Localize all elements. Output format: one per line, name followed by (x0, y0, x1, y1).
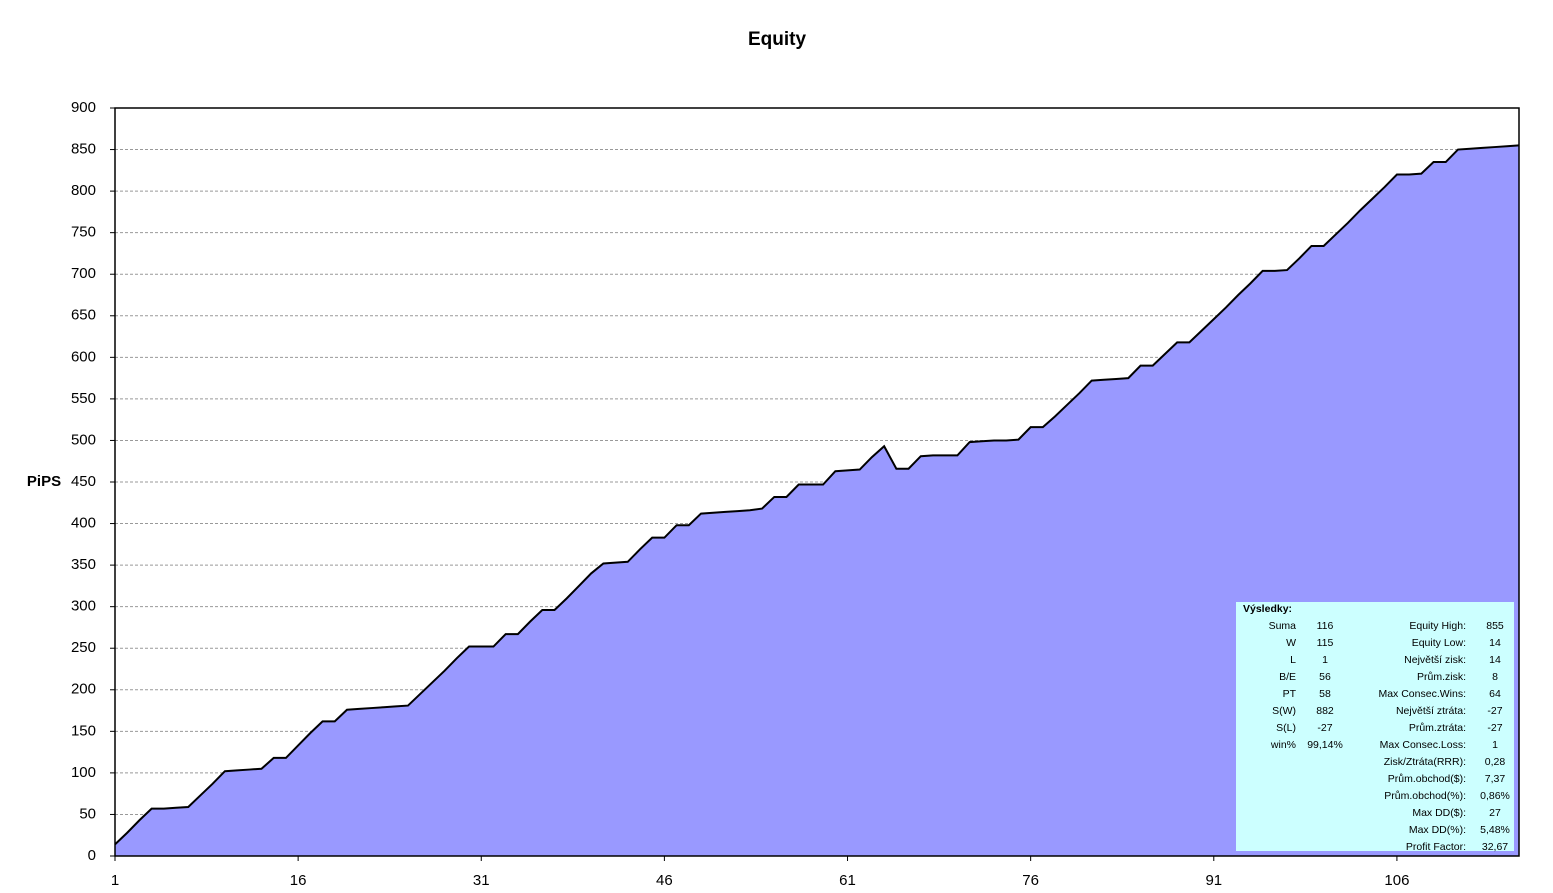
y-tick-label: 200 (71, 681, 96, 698)
y-tick-label: 350 (71, 556, 96, 573)
stat-value: 855 (1486, 620, 1504, 632)
stat-value: 115 (1317, 637, 1334, 649)
stat-value: -27 (1487, 722, 1502, 734)
y-tick-label: 800 (71, 182, 96, 199)
stat-value: 32,67 (1482, 841, 1508, 853)
stat-label: Equity High: (1409, 620, 1466, 632)
x-tick-label: 31 (473, 872, 490, 889)
stat-value: 99,14% (1307, 739, 1343, 751)
y-tick-label: 450 (71, 473, 96, 490)
x-tick-label: 16 (290, 872, 307, 889)
stat-value: 0,86% (1480, 790, 1510, 802)
y-tick-label: 50 (79, 805, 96, 822)
stat-label: PT (1283, 688, 1297, 700)
stat-value: 27 (1489, 807, 1501, 819)
stat-label: Suma (1269, 620, 1297, 632)
stat-value: 58 (1319, 688, 1331, 700)
y-tick-label: 850 (71, 141, 96, 158)
y-tick-label: 0 (88, 847, 96, 864)
stat-value: -27 (1487, 705, 1502, 717)
stat-label: S(L) (1276, 722, 1296, 734)
x-tick-label: 106 (1384, 872, 1409, 889)
stat-label: Prům.obchod($): (1388, 773, 1466, 785)
stat-label: L (1290, 654, 1296, 666)
stat-value: 1 (1492, 739, 1498, 751)
x-tick-label: 1 (111, 872, 119, 889)
stat-label: Prům.obchod(%): (1384, 790, 1466, 802)
stats-title: Výsledky: (1243, 603, 1292, 615)
plot-border (114, 107, 1520, 857)
stat-value: 64 (1489, 688, 1501, 700)
stat-value: 882 (1316, 705, 1334, 717)
stat-value: -27 (1317, 722, 1332, 734)
stat-value: 0,28 (1485, 756, 1506, 768)
y-tick-label: 550 (71, 390, 96, 407)
stat-label: Max Consec.Loss: (1380, 739, 1466, 751)
stat-label: S(W) (1272, 705, 1296, 717)
stat-value: 8 (1492, 671, 1498, 683)
chart-title: Equity (748, 29, 806, 50)
area-fill (115, 145, 1519, 856)
stat-label: Profit Factor: (1406, 841, 1466, 853)
y-tick-label: 750 (71, 224, 96, 241)
y-tick-label: 700 (71, 265, 96, 282)
x-tick-label: 46 (656, 872, 673, 889)
x-tick-label: 76 (1022, 872, 1039, 889)
stat-label: Největší zisk: (1404, 654, 1466, 666)
stat-value: 14 (1489, 654, 1501, 666)
stat-label: Equity Low: (1412, 637, 1466, 649)
x-tick-label: 91 (1205, 872, 1222, 889)
stat-label: Max DD(%): (1409, 824, 1466, 836)
y-axis-label: PiPS (27, 473, 61, 490)
stats-box (1236, 602, 1514, 851)
stat-label: win% (1270, 739, 1296, 751)
y-tick-label: 650 (71, 307, 96, 324)
stat-value: 116 (1317, 620, 1334, 632)
stat-value: 56 (1319, 671, 1331, 683)
x-tick-label: 61 (839, 872, 856, 889)
y-tick-label: 300 (71, 598, 96, 615)
stat-value: 5,48% (1480, 824, 1510, 836)
stat-label: Max Consec.Wins: (1378, 688, 1466, 700)
y-tick-label: 500 (71, 431, 96, 448)
stat-value: 1 (1322, 654, 1328, 666)
stat-label: Max DD($): (1412, 807, 1466, 819)
y-tick-label: 100 (71, 764, 96, 781)
y-tick-label: 250 (71, 639, 96, 656)
y-tick-label: 150 (71, 722, 96, 739)
stat-label: Zisk/Ztráta(RRR): (1384, 756, 1466, 768)
stat-value: 7,37 (1485, 773, 1506, 785)
stat-label: Prům.zisk: (1417, 671, 1466, 683)
y-tick-label: 400 (71, 515, 96, 532)
stat-label: Největší ztráta: (1396, 705, 1466, 717)
stat-label: W (1286, 637, 1296, 649)
stat-label: B/E (1279, 671, 1296, 683)
equity-line (114, 144, 1520, 846)
stat-label: Prům.ztráta: (1409, 722, 1466, 734)
stat-value: 14 (1489, 637, 1501, 649)
y-tick-label: 900 (71, 99, 96, 116)
y-tick-label: 600 (71, 348, 96, 365)
